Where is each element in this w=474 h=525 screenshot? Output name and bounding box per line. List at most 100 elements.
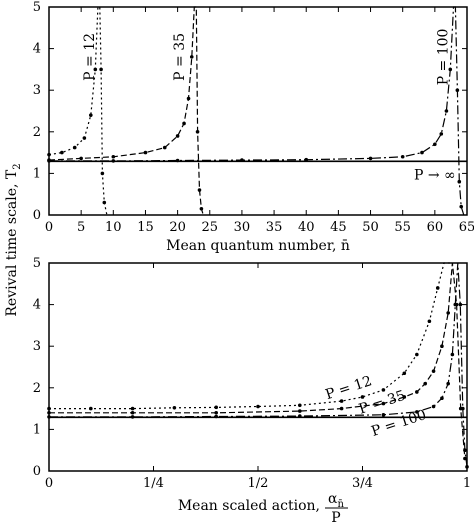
- data-point: [459, 204, 464, 209]
- data-point: [199, 206, 204, 211]
- data-point: [415, 410, 419, 414]
- data-point: [448, 67, 453, 72]
- series-label: P = 35: [357, 388, 407, 418]
- data-point: [339, 399, 344, 403]
- data-point: [100, 171, 105, 176]
- x-tick-label: 1/2: [248, 476, 269, 491]
- data-point: [381, 413, 386, 417]
- data-point: [465, 465, 469, 469]
- data-point: [89, 406, 93, 411]
- series-label: P → ∞: [414, 168, 456, 184]
- data-point: [182, 121, 186, 126]
- y-tick-label: 3: [33, 83, 41, 98]
- data-point: [175, 134, 180, 138]
- x-tick-label: 5: [77, 220, 85, 235]
- data-point: [79, 156, 83, 161]
- data-point: [256, 404, 260, 409]
- data-point: [99, 67, 103, 72]
- x-tick-label: 25: [201, 220, 218, 235]
- series-line: [49, 262, 466, 459]
- data-point: [381, 388, 386, 392]
- data-point: [111, 154, 116, 159]
- x-tick-label: 20: [169, 220, 186, 235]
- data-point: [189, 55, 194, 59]
- y-tick-label: 0: [33, 464, 41, 479]
- x-tick-label: 40: [298, 220, 315, 235]
- data-point: [360, 395, 365, 399]
- data-point: [431, 369, 436, 373]
- data-point: [446, 311, 450, 315]
- data-point: [339, 406, 344, 411]
- bottom-plot-frame: [48, 262, 468, 472]
- series-line: [48, 6, 108, 216]
- data-point: [461, 406, 465, 411]
- data-point: [47, 152, 51, 157]
- data-point: [60, 150, 64, 155]
- data-point: [186, 96, 191, 101]
- y-tick-label: 4: [33, 42, 41, 57]
- data-point: [463, 456, 467, 461]
- series-label: P = 100: [436, 29, 452, 86]
- data-point: [453, 302, 458, 307]
- data-point: [440, 396, 444, 401]
- data-point: [368, 156, 373, 161]
- x-tick-label: 30: [234, 220, 251, 235]
- x-tick-label: 3/4: [352, 476, 373, 491]
- fraction-denominator: P: [331, 510, 340, 525]
- data-point: [439, 132, 444, 136]
- data-point: [463, 448, 467, 453]
- series-label: P = 12: [82, 33, 98, 81]
- x-tick-label: 1: [463, 476, 471, 491]
- bottom-series: [47, 262, 469, 469]
- data-point: [381, 401, 386, 406]
- series-line: [49, 262, 468, 467]
- scaled-action-fraction: αn̄ P: [325, 491, 348, 525]
- data-point: [400, 154, 405, 159]
- data-point: [195, 130, 200, 134]
- y-tick-label: 4: [33, 298, 41, 313]
- data-point: [82, 136, 87, 140]
- data-point: [214, 410, 218, 415]
- data-point: [431, 404, 436, 409]
- data-point: [458, 302, 463, 307]
- data-point: [102, 200, 107, 205]
- data-point: [143, 150, 148, 155]
- data-point: [402, 371, 407, 376]
- top-plot-frame: [48, 6, 468, 216]
- data-point: [446, 381, 450, 386]
- y-tick-label: 3: [33, 339, 41, 354]
- x-tick-label: 65: [459, 220, 474, 235]
- x-tick-label: 35: [266, 220, 283, 235]
- data-point: [415, 352, 419, 357]
- series-line: [49, 6, 465, 216]
- data-point: [415, 390, 419, 394]
- x-tick-label: 45: [330, 220, 347, 235]
- fraction-numerator: αn̄: [328, 491, 344, 510]
- y-tick-label: 2: [33, 125, 41, 140]
- data-point: [172, 405, 177, 410]
- x-tick-label: 0: [45, 476, 53, 491]
- data-point: [47, 410, 51, 415]
- data-point: [93, 67, 98, 72]
- x-tick-label: 1/4: [143, 476, 164, 491]
- data-point: [433, 142, 437, 147]
- y-tick-label: 1: [33, 422, 41, 437]
- y-tick-label: 5: [33, 256, 41, 271]
- y-tick-label: 2: [33, 381, 41, 396]
- y-tick-label: 1: [33, 166, 41, 181]
- data-point: [423, 381, 428, 386]
- data-point: [298, 409, 302, 413]
- bottom-curve-labels: P = 12P = 35P = 100: [323, 373, 428, 440]
- data-point: [72, 145, 77, 150]
- x-tick-label: 55: [394, 220, 411, 235]
- data-point: [402, 395, 407, 399]
- data-point: [130, 406, 135, 411]
- data-point: [298, 403, 302, 408]
- data-point: [47, 406, 51, 411]
- data-point: [420, 150, 424, 155]
- data-point: [214, 405, 218, 410]
- bottom-x-axis-label: Mean scaled action,: [178, 498, 320, 514]
